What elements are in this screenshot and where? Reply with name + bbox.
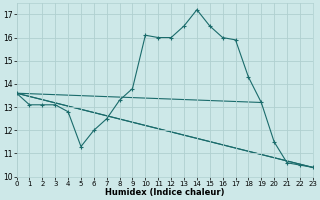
X-axis label: Humidex (Indice chaleur): Humidex (Indice chaleur) bbox=[105, 188, 224, 197]
